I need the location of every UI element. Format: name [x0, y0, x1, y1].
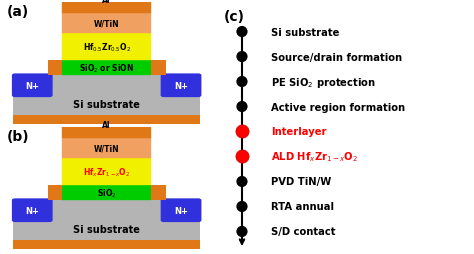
Text: Si substrate: Si substrate — [73, 100, 140, 109]
Point — [238, 30, 246, 35]
Bar — [62, 34, 152, 61]
Text: Hf$_{0.5}$Zr$_{0.5}$O$_2$: Hf$_{0.5}$Zr$_{0.5}$O$_2$ — [82, 41, 131, 54]
Point — [238, 180, 246, 184]
Point — [238, 105, 246, 109]
FancyBboxPatch shape — [12, 199, 53, 222]
Text: Si substrate: Si substrate — [73, 224, 140, 234]
Bar — [152, 185, 166, 200]
Text: S/D contact: S/D contact — [271, 227, 335, 236]
Text: Al: Al — [102, 0, 111, 5]
Bar — [47, 61, 62, 76]
Text: N+: N+ — [174, 82, 188, 90]
FancyBboxPatch shape — [161, 199, 201, 222]
Bar — [62, 111, 152, 138]
Text: W/TiN: W/TiN — [94, 144, 119, 153]
Bar — [62, 61, 152, 76]
Text: Hf$_x$Zr$_{1-x}$O$_2$: Hf$_x$Zr$_{1-x}$O$_2$ — [83, 166, 130, 178]
Point — [238, 230, 246, 234]
Text: Source/drain formation: Source/drain formation — [271, 52, 402, 62]
Text: Interlayer: Interlayer — [271, 127, 326, 137]
Text: RTA annual: RTA annual — [271, 202, 334, 212]
Text: SiO$_2$: SiO$_2$ — [97, 187, 117, 199]
Bar — [13, 116, 201, 124]
Text: Al: Al — [102, 120, 111, 129]
Text: SiO$_2$ or SiON: SiO$_2$ or SiON — [79, 62, 134, 75]
FancyBboxPatch shape — [161, 74, 201, 98]
Point — [238, 205, 246, 209]
Text: N+: N+ — [174, 206, 188, 215]
Text: PVD TiN/W: PVD TiN/W — [271, 177, 331, 187]
Bar — [62, 185, 152, 200]
Text: Active region formation: Active region formation — [271, 102, 405, 112]
Bar — [152, 61, 166, 76]
Bar — [62, 138, 152, 158]
FancyBboxPatch shape — [12, 74, 53, 98]
Bar — [13, 240, 201, 249]
Point — [238, 80, 246, 84]
Bar — [62, 0, 152, 14]
Point — [238, 130, 246, 134]
Text: ALD Hf$_x$Zr$_{1-x}$O$_2$: ALD Hf$_x$Zr$_{1-x}$O$_2$ — [271, 150, 358, 164]
Text: (b): (b) — [7, 130, 29, 144]
Text: (c): (c) — [224, 10, 245, 24]
Text: N+: N+ — [25, 82, 39, 90]
Text: (a): (a) — [7, 5, 29, 19]
Point — [238, 55, 246, 59]
Bar — [62, 14, 152, 34]
Text: N+: N+ — [25, 206, 39, 215]
Text: PE SiO$_2$ protection: PE SiO$_2$ protection — [271, 75, 376, 89]
Text: W/TiN: W/TiN — [94, 19, 119, 28]
Bar — [47, 185, 62, 200]
Text: Si substrate: Si substrate — [271, 27, 339, 37]
Bar — [13, 200, 201, 240]
Bar — [62, 158, 152, 185]
Point — [238, 155, 246, 159]
Bar — [13, 76, 201, 116]
